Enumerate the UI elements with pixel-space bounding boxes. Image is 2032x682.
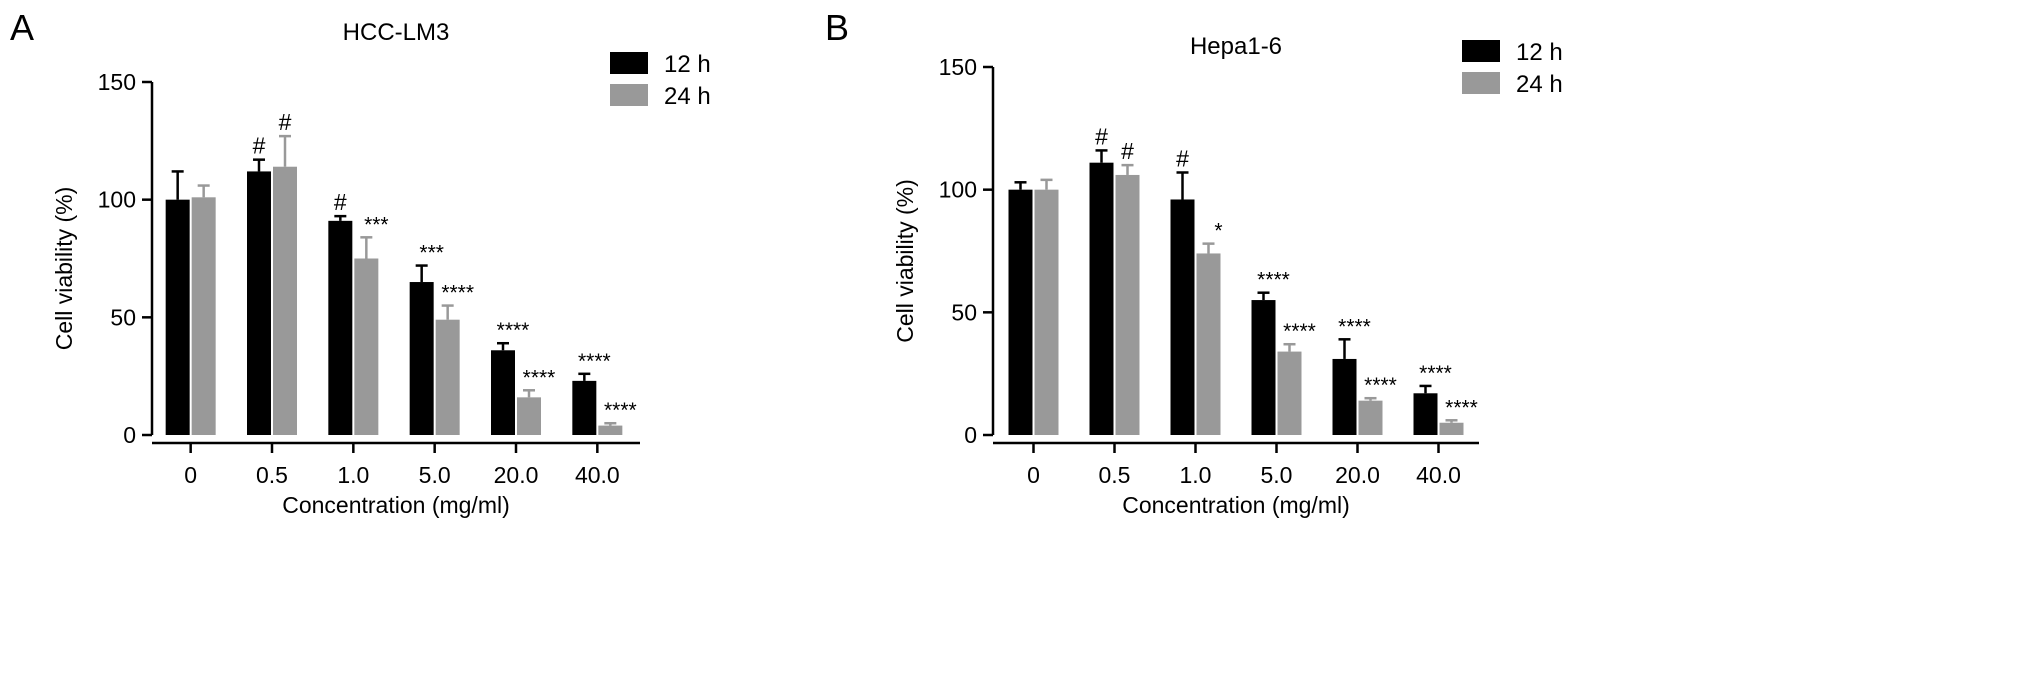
x-axis-label: Concentration (mg/ml)	[1122, 492, 1350, 518]
bar	[517, 397, 541, 435]
bar	[1170, 199, 1195, 435]
y-tick-label: 100	[939, 177, 977, 203]
significance-label: #	[1121, 138, 1134, 164]
x-tick-label: 20.0	[1335, 462, 1380, 488]
x-tick-label: 1.0	[1180, 462, 1212, 488]
significance-label: ****	[578, 350, 611, 373]
bar	[598, 425, 623, 435]
x-tick-label: 40.0	[1416, 462, 1461, 488]
significance-label: *	[1214, 220, 1222, 243]
bar	[1358, 400, 1383, 435]
y-tick-label: 150	[939, 54, 977, 80]
y-tick-label: 50	[951, 299, 977, 325]
y-tick-label: 100	[98, 187, 136, 213]
legend-swatch	[610, 84, 648, 106]
significance-label: ****	[441, 282, 474, 305]
significance-label: ****	[1419, 362, 1452, 385]
x-tick-label: 40.0	[575, 462, 620, 488]
x-axis-label: Concentration (mg/ml)	[282, 492, 510, 518]
bar	[1251, 300, 1276, 435]
significance-label: #	[279, 109, 292, 135]
chart-panel-a: A HCC-LM3 0 50 100 150 Cell viability (%) 0 0.5 1…	[10, 7, 711, 518]
bar	[1277, 351, 1302, 435]
legend-label: 12 h	[664, 51, 711, 78]
x-tick-label: 0.5	[256, 462, 288, 488]
significance-label: ****	[497, 319, 530, 342]
significance-label: ****	[1338, 315, 1371, 338]
y-tick-label: 0	[123, 422, 136, 448]
x-tick-label: 1.0	[337, 462, 369, 488]
x-tick-label: 0	[1027, 462, 1040, 488]
bar	[1196, 253, 1221, 435]
significance-label: #	[1095, 123, 1108, 149]
x-tick-label: 0.5	[1099, 462, 1131, 488]
bar	[409, 282, 434, 435]
significance-label: ***	[419, 242, 444, 265]
panel-label: B	[825, 7, 849, 48]
y-tick-label: 150	[98, 69, 136, 95]
x-tick-label: 20.0	[494, 462, 539, 488]
bar	[435, 319, 460, 435]
bar	[191, 197, 216, 435]
significance-label: #	[1176, 145, 1189, 171]
significance-label: #	[334, 189, 347, 215]
bar	[1034, 189, 1059, 435]
panel-label: A	[10, 7, 34, 48]
legend-label: 24 h	[664, 83, 711, 110]
significance-label: ****	[1364, 374, 1397, 397]
y-tick-label: 0	[964, 422, 977, 448]
bar	[354, 258, 379, 435]
chart-panel-b: B Hepa1-6 0 50 100 150 Cell viability (%) 0 0.5 1…	[825, 7, 1563, 518]
significance-label: ****	[1283, 320, 1316, 343]
bar	[572, 380, 597, 435]
bar	[328, 220, 353, 435]
legend-swatch	[610, 52, 648, 74]
bar	[491, 350, 515, 435]
bar	[1413, 393, 1438, 435]
bar	[165, 199, 190, 435]
bar	[1008, 189, 1033, 435]
chart-title: Hepa1-6	[1190, 33, 1282, 60]
y-axis-label: Cell viability (%)	[51, 187, 77, 351]
bar	[1089, 162, 1114, 435]
bar	[273, 166, 297, 435]
x-tick-label: 5.0	[419, 462, 451, 488]
x-tick-label: 0	[184, 462, 197, 488]
bar	[1332, 358, 1357, 435]
significance-label: ****	[604, 399, 637, 422]
y-axis-label: Cell viability (%)	[892, 179, 918, 343]
bar	[247, 171, 271, 435]
legend-label: 12 h	[1516, 39, 1563, 66]
significance-label: #	[253, 133, 266, 159]
chart-title: HCC-LM3	[343, 19, 450, 46]
bar	[1439, 422, 1464, 435]
legend-label: 24 h	[1516, 71, 1563, 98]
legend-swatch	[1462, 72, 1500, 94]
y-tick-label: 50	[110, 304, 136, 330]
legend-swatch	[1462, 40, 1500, 62]
significance-label: ****	[1445, 396, 1478, 419]
significance-label: ****	[1257, 269, 1290, 292]
bar	[1115, 174, 1140, 436]
significance-label: ****	[523, 366, 556, 389]
x-tick-label: 5.0	[1261, 462, 1293, 488]
significance-label: ***	[364, 213, 389, 236]
